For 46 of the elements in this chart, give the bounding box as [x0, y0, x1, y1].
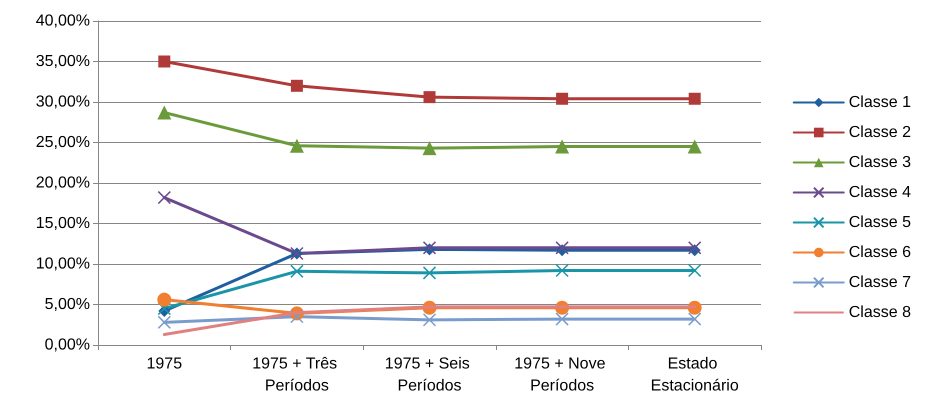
- point: [555, 264, 569, 278]
- y-tick-label: 20,00%: [36, 174, 90, 192]
- point: [290, 264, 304, 278]
- point: [158, 56, 170, 68]
- point: [158, 190, 172, 204]
- point: [688, 241, 702, 255]
- legend-label: Classe 4: [848, 184, 912, 201]
- y-tick-label: 10,00%: [36, 256, 90, 272]
- point: [688, 312, 702, 326]
- point: [555, 140, 570, 154]
- point: [290, 80, 303, 92]
- point: [688, 264, 702, 278]
- x-tick-label: Estado Estacionário: [650, 356, 739, 394]
- x-tick-label: 1975: [146, 356, 182, 372]
- point: [158, 316, 172, 330]
- point: [158, 302, 172, 316]
- point: [688, 140, 702, 154]
- point: [422, 313, 436, 327]
- x-tick-label: 1975 + Seis Períodos: [384, 356, 474, 394]
- y-tick-label: 35,00%: [36, 53, 90, 70]
- y-tick-label: 25,00%: [36, 134, 90, 151]
- legend-label: Classe 2: [848, 124, 912, 141]
- legend-label: Classe 8: [848, 304, 912, 321]
- y-tick-label: 40,00%: [36, 12, 90, 30]
- point: [424, 91, 436, 104]
- point: [157, 106, 172, 120]
- x-tick-label: 1975 + Três Períodos: [252, 356, 342, 394]
- x-tick-label: 1975 + Nove Períodos: [514, 356, 610, 394]
- point: [555, 241, 569, 255]
- point: [290, 310, 304, 324]
- y-tick-label: 30,00%: [36, 94, 90, 110]
- legend-label: Classe 7: [848, 274, 912, 291]
- y-tick-label: 0,00%: [44, 336, 90, 354]
- legend-label: Classe 5: [848, 214, 912, 231]
- y-tick-label: 15,00%: [36, 215, 90, 232]
- point: [422, 141, 436, 156]
- point: [422, 266, 436, 280]
- y-tick-label: 5,00%: [44, 296, 90, 313]
- legend-label: Classe 3: [848, 154, 912, 171]
- point: [157, 292, 172, 307]
- legend-label: Classe 6: [848, 244, 912, 261]
- legend-label: Classe 1: [848, 94, 912, 111]
- point: [555, 312, 569, 326]
- point: [688, 92, 701, 105]
- point: [290, 138, 304, 153]
- point: [556, 92, 568, 105]
